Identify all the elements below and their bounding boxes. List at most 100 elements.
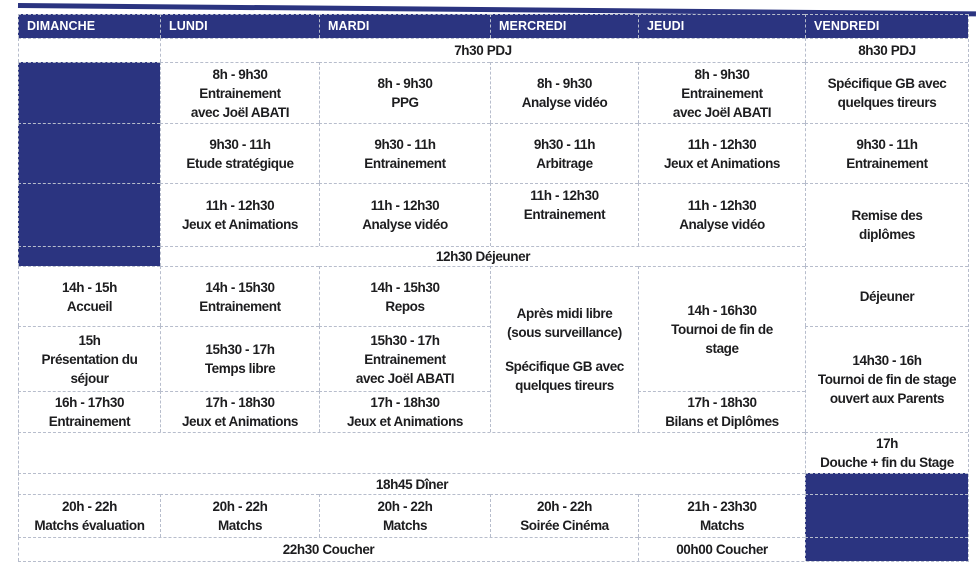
cell-text-line: Douche + fin du Stage	[820, 455, 954, 470]
vendredi-empty-evening-2	[805, 494, 968, 537]
mardi-entrainement-15h30: 15h30 - 17h Entrainement avec Joël ABATI	[319, 326, 490, 391]
jeudi-bilans-diplomes: 17h - 18h30 Bilans et Diplômes	[638, 391, 805, 432]
cell-text-line: Entrainement	[48, 414, 131, 429]
cell-text-line: PPG	[391, 95, 419, 110]
lundi-entrainement-8h: 8h - 9h30 Entrainement avec Joël ABATI	[160, 62, 319, 123]
vendredi-specifique-gb: Spécifique GB avec quelques tireurs	[805, 62, 968, 123]
dejeuner-weekdays: 12h30 Déjeuner	[160, 246, 805, 266]
lundi-jeux-animations-17h: 17h - 18h30 Jeux et Animations	[160, 391, 319, 432]
mardi-ppg: 8h - 9h30 PPG	[319, 62, 490, 123]
cell-text-line: JEUDI	[647, 19, 685, 33]
cell-text-line: Matchs	[217, 518, 263, 533]
pdj-weekdays: 7h30 PDJ	[160, 38, 805, 62]
cell-text-line: 8h - 9h30	[694, 66, 750, 82]
cell-text-line: Entrainement	[364, 351, 446, 367]
cell-text-line: 9h30 - 11h	[374, 136, 436, 152]
cell-text-line: Arbitrage	[536, 155, 593, 171]
cell-text-line: Accueil	[66, 298, 113, 314]
cell-text-line: 20h - 22h	[62, 499, 117, 514]
cell-text-line: Jeux et Animations	[181, 217, 299, 232]
cell-text-line: Bilans et Diplômes	[665, 414, 779, 429]
cell-text-line: 20h - 22h	[537, 499, 592, 514]
dimanche-empty-dejeuner	[18, 246, 160, 266]
dimanche-empty-morning-3	[18, 183, 160, 246]
cell-text-line: Tournoi de fin de stage	[817, 372, 957, 387]
cell-text-line: Analyse vidéo	[679, 217, 765, 232]
cell-text-line: 11h - 12h30	[205, 198, 275, 213]
cell-text-line: stage	[705, 340, 739, 356]
cell-text-line: DIMANCHE	[27, 19, 96, 33]
cell-text-line: 14h - 15h30	[205, 279, 275, 295]
cell-text-line: Entrainement	[523, 207, 606, 222]
cell-text-line: 17h - 18h30	[205, 395, 275, 410]
vendredi-douche-fin-stage: 17h Douche + fin du Stage	[805, 432, 968, 473]
dimanche-pdj-empty	[18, 38, 160, 62]
cell-text-line: 11h - 12h30	[687, 136, 757, 152]
cell-text-line: Entrainement	[199, 298, 281, 314]
dimanche-empty-morning-1	[18, 62, 160, 123]
cell-text-line: 20h - 22h	[377, 499, 433, 514]
cell-text-line: MERCREDI	[499, 19, 567, 33]
cell-text-line: Jeux et Animations	[346, 414, 464, 429]
cell-text-line: Jeux et Animations	[663, 155, 781, 171]
cell-text-line: MARDI	[328, 19, 370, 33]
jeudi-jeux-animations-11h: 11h - 12h30 Jeux et Animations	[638, 123, 805, 183]
cell-text-line: 9h30 - 11h	[856, 136, 918, 152]
cell-text-line: quelques tireurs	[515, 378, 614, 393]
mardi-jeux-animations-17h: 17h - 18h30 Jeux et Animations	[319, 391, 490, 432]
jeudi-entrainement-8h: 8h - 9h30 Entrainement avec Joël ABATI	[638, 62, 805, 123]
cell-text-line: quelques tireurs	[837, 95, 937, 110]
cell-text-line: 12h30 Déjeuner	[435, 249, 531, 264]
cell-text-line: 17h	[875, 436, 899, 451]
day-header-mardi: MARDI	[319, 14, 490, 38]
cell-text-line: 22h30 Coucher	[282, 542, 375, 557]
cell-text-line: 18h45 Dîner	[375, 476, 449, 492]
cell-text-line: Matchs	[699, 518, 745, 533]
mardi-analyse-video-11h: 11h - 12h30 Analyse vidéo	[319, 183, 490, 246]
cell-text-line: 16h - 17h30	[54, 395, 125, 410]
cell-text-line: Matchs	[382, 518, 428, 533]
cell-text-line: 00h00 Coucher	[676, 542, 768, 557]
cell-text-line: Spécifique GB avec	[505, 359, 624, 374]
mardi-matchs-20h: 20h - 22h Matchs	[319, 494, 490, 537]
cell-text-line: 14h - 15h30	[370, 279, 440, 295]
cell-text-line: Après midi libre	[516, 306, 613, 321]
cell-text-line: Matchs évaluation	[34, 518, 145, 533]
vendredi-empty-evening-1	[805, 473, 968, 494]
cell-text-line: Entrainement	[364, 155, 446, 171]
cell-text-line: Entrainement	[199, 85, 281, 101]
cell-text-line: (sous surveillance)	[507, 325, 622, 340]
jeudi-analyse-video-11h: 11h - 12h30 Analyse vidéo	[638, 183, 805, 246]
cell-text-line: séjour	[70, 370, 109, 386]
cell-text-line: LUNDI	[169, 19, 208, 33]
cell-text-line: 11h - 12h30	[370, 198, 440, 213]
cell-text-line: 14h30 - 16h	[852, 353, 922, 368]
jeudi-coucher: 00h00 Coucher	[638, 537, 805, 561]
lundi-temps-libre: 15h30 - 17h Temps libre	[160, 326, 319, 391]
cell-text-line: 8h - 9h30	[377, 76, 433, 91]
cell-text-line: Analyse vidéo	[521, 95, 608, 110]
cell-text-line: Temps libre	[204, 361, 276, 376]
cell-text-line: Jeux et Animations	[181, 414, 299, 429]
dimanche-accueil: 14h - 15h Accueil	[18, 266, 160, 326]
vendredi-tournoi-parents: 14h30 - 16h Tournoi de fin de stage ouvert…	[805, 326, 968, 432]
cell-text-line: Déjeuner	[859, 289, 915, 304]
mercredi-entrainement-11h: 11h - 12h30 Entrainement	[490, 183, 638, 246]
mardi-entrainement-9h30: 9h30 - 11h Entrainement	[319, 123, 490, 183]
cell-text-line: 14h - 16h30	[687, 302, 757, 318]
mardi-repos: 14h - 15h30 Repos	[319, 266, 490, 326]
cell-text-line: ouvert aux Parents	[829, 391, 945, 406]
cell-text-line: Repos	[385, 298, 425, 314]
cell-text-line: 8h30 PDJ	[858, 43, 916, 58]
mercredi-arbitrage: 9h30 - 11h Arbitrage	[490, 123, 638, 183]
lundi-matchs-20h: 20h - 22h Matchs	[160, 494, 319, 537]
cell-text-line: Tournoi de fin de	[671, 321, 773, 337]
mercredi-soiree-cinema: 20h - 22h Soirée Cinéma	[490, 494, 638, 537]
cell-text-line: Soirée Cinéma	[520, 518, 609, 533]
cell-text-line: Spécifique GB avec	[827, 76, 947, 91]
dimanche-matchs-evaluation: 20h - 22h Matchs évaluation	[18, 494, 160, 537]
cell-text-line: 17h - 18h30	[687, 395, 757, 410]
day-header-vendredi: VENDREDI	[805, 14, 968, 38]
dimanche-empty-morning-2	[18, 123, 160, 183]
vendredi-pdj: 8h30 PDJ	[805, 38, 968, 62]
